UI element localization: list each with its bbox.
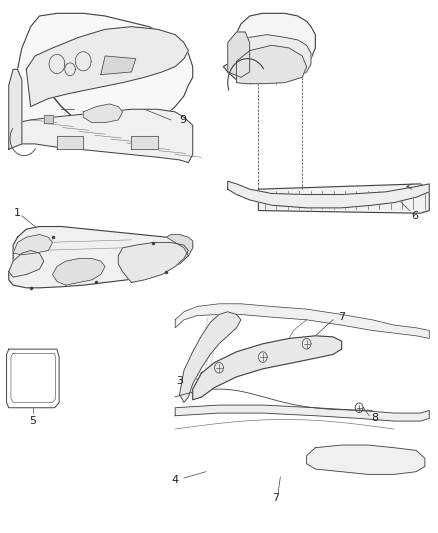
Polygon shape	[53, 259, 105, 285]
Polygon shape	[44, 115, 53, 123]
Text: 5: 5	[29, 416, 36, 426]
Polygon shape	[13, 235, 53, 255]
Polygon shape	[228, 32, 250, 77]
Polygon shape	[237, 45, 307, 84]
Polygon shape	[9, 227, 193, 288]
Polygon shape	[9, 13, 193, 149]
Polygon shape	[175, 304, 429, 338]
Polygon shape	[118, 243, 188, 282]
Polygon shape	[131, 136, 158, 149]
Polygon shape	[26, 27, 188, 107]
Polygon shape	[9, 69, 22, 149]
Text: 7: 7	[338, 312, 345, 322]
Polygon shape	[13, 109, 193, 163]
Polygon shape	[175, 405, 429, 421]
Polygon shape	[83, 104, 123, 123]
Polygon shape	[180, 312, 241, 402]
Polygon shape	[9, 251, 44, 277]
Text: 7: 7	[272, 494, 279, 503]
Text: 8: 8	[371, 414, 378, 423]
Polygon shape	[166, 235, 193, 256]
Text: 4: 4	[172, 475, 179, 484]
Text: 6: 6	[412, 211, 419, 221]
Polygon shape	[228, 181, 429, 208]
Text: 9: 9	[180, 115, 187, 125]
Polygon shape	[101, 56, 136, 75]
Polygon shape	[193, 336, 342, 400]
Polygon shape	[307, 445, 425, 474]
Polygon shape	[223, 13, 315, 83]
Polygon shape	[232, 35, 311, 83]
Text: 1: 1	[14, 208, 21, 218]
Text: 3: 3	[176, 376, 183, 386]
Polygon shape	[57, 136, 83, 149]
Polygon shape	[258, 184, 429, 213]
